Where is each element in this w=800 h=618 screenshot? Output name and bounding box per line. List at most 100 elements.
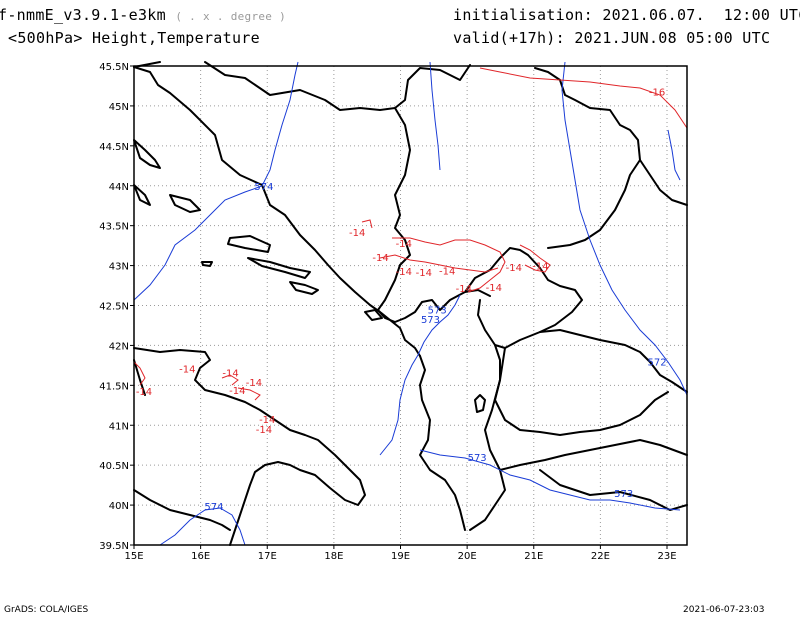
north-border xyxy=(133,61,471,111)
lat-tick-label: 40N xyxy=(109,501,129,512)
height-contour-573-central xyxy=(379,294,461,456)
coastline-borders xyxy=(133,61,688,546)
temperature-contour-label: -14 xyxy=(349,228,365,239)
model-title: f-nmmE_v3.9.1-e3km ( . x . degree ) xyxy=(0,6,286,24)
height-contour-574-south xyxy=(159,507,246,546)
calabria-coast xyxy=(133,489,231,531)
axis-ticks: 15E 16E 17E 18E 19E 20E 21E 22E 23E 45.5N 45N 44.5N… xyxy=(99,62,676,562)
lat-tick-label: 45N xyxy=(109,102,129,113)
init-label: initialisation: xyxy=(453,6,593,24)
temperature-contour-label: -14 xyxy=(396,267,412,278)
lat-lon-grid xyxy=(134,66,687,545)
serbia-bulgaria-border xyxy=(534,67,641,249)
model-resolution: ( . x . degree ) xyxy=(175,10,287,23)
height-contour-573-south xyxy=(419,449,681,511)
lon-tick-label: 17E xyxy=(258,551,277,562)
temp-contour-14-b xyxy=(379,254,499,273)
height-contour-label: 573 xyxy=(421,315,440,326)
temperature-contour-label: -14 xyxy=(229,386,245,397)
island-6 xyxy=(133,184,151,206)
lon-tick-label: 15E xyxy=(124,551,143,562)
lon-tick-label: 19E xyxy=(391,551,410,562)
valid-label: valid(+17h): xyxy=(453,29,565,47)
macedonia-south xyxy=(494,344,669,436)
height-contour-label: 572 xyxy=(647,357,666,368)
height-contour-572-east xyxy=(561,61,688,396)
temperature-contour-label: -14 xyxy=(486,283,502,294)
height-contour-label: 573 xyxy=(614,489,633,500)
lon-tick-label: 16E xyxy=(191,551,210,562)
temp-contour-14-a xyxy=(392,237,506,293)
lat-tick-label: 40.5N xyxy=(99,461,129,472)
temperature-contour-label: -14 xyxy=(246,378,262,389)
temperature-contour-label: -14 xyxy=(372,253,388,264)
height-contour-label: 574 xyxy=(254,182,273,193)
albania-east-border xyxy=(469,347,506,531)
kosovo-border xyxy=(464,247,583,349)
lat-tick-label: 44.5N xyxy=(99,142,129,153)
island-7 xyxy=(169,194,201,213)
temperature-contour-label: -14 xyxy=(179,365,195,376)
island-2 xyxy=(247,257,311,279)
adriatic-east-coast xyxy=(133,66,421,357)
height-contour-574-west xyxy=(133,61,299,301)
lat-tick-label: 43N xyxy=(109,262,129,273)
temp-contour-14-c xyxy=(519,244,551,273)
island-5 xyxy=(133,139,161,169)
lat-tick-label: 42.5N xyxy=(99,302,129,313)
island-8 xyxy=(364,309,383,321)
temperature-contour-label: -14 xyxy=(506,263,522,274)
temperature-contour-label: -14 xyxy=(396,239,412,250)
temp-contour-14-e xyxy=(221,374,239,386)
valid-value: 2021.JUN.08 05:00 UTC xyxy=(574,29,771,47)
footer-credit: GrADS: COLA/IGES xyxy=(4,605,89,615)
greece-coast xyxy=(539,469,688,511)
valid-time: valid(+17h): 2021.JUN.08 05:00 UTC xyxy=(453,29,770,47)
lon-tick-label: 21E xyxy=(524,551,543,562)
lat-tick-label: 39.5N xyxy=(99,541,129,552)
bosnia-serbia-border xyxy=(377,107,411,311)
island-1 xyxy=(227,235,271,253)
temperature-contour-label: -14 xyxy=(456,284,472,295)
temp-contour-14-d xyxy=(361,219,373,229)
lat-tick-label: 43.5N xyxy=(99,222,129,233)
island-3 xyxy=(289,281,319,295)
temperature-contour-label: -14 xyxy=(136,387,152,398)
temperature-contour-label: -14 xyxy=(439,266,455,277)
temperature-contour-label: -14 xyxy=(532,262,548,273)
lat-tick-label: 44N xyxy=(109,182,129,193)
montenegro-border xyxy=(377,289,491,323)
bulgaria-north xyxy=(639,159,688,206)
temperature-contour-label: -14 xyxy=(256,425,272,436)
height-contour-ne-corner xyxy=(667,129,681,181)
init-value: 2021.06.07. 12:00 UTC xyxy=(602,6,800,24)
temperature-contour-labels: -16-14-14-14-14 -14 -14-14 -14-14 -14-14 -14-… xyxy=(136,88,665,437)
temperature-contour-label: -14 xyxy=(222,369,238,380)
lat-tick-label: 41N xyxy=(109,421,129,432)
field-title: <500hPa> Height,Temperature xyxy=(8,29,260,47)
height-contour-label: 574 xyxy=(204,502,223,513)
height-contour-north-east xyxy=(429,61,441,171)
albania-coast xyxy=(419,355,466,531)
italy-heel xyxy=(133,347,366,546)
lat-tick-label: 42N xyxy=(109,341,129,352)
model-name: f-nmmE_v3.9.1-e3km xyxy=(0,6,166,24)
temp-contour-16 xyxy=(479,67,688,129)
lat-tick-label: 45.5N xyxy=(99,62,129,73)
island-4 xyxy=(201,261,213,267)
lon-tick-label: 18E xyxy=(324,551,343,562)
italy-west xyxy=(133,359,146,396)
temperature-contour-label: -16 xyxy=(649,88,665,99)
macedonia-border xyxy=(539,329,688,393)
lon-tick-label: 22E xyxy=(591,551,610,562)
temperature-contour-label: -14 xyxy=(259,415,275,426)
height-contour-label: 573 xyxy=(428,305,447,316)
temp-contour-14-g xyxy=(237,387,261,401)
init-time: initialisation: 2021.06.07. 12:00 UTC xyxy=(453,6,800,24)
lon-tick-label: 23E xyxy=(657,551,676,562)
lon-tick-label: 20E xyxy=(458,551,477,562)
height-contour-label: 573 xyxy=(468,453,487,464)
footer-timestamp: 2021-06-07-23:03 xyxy=(683,605,765,615)
